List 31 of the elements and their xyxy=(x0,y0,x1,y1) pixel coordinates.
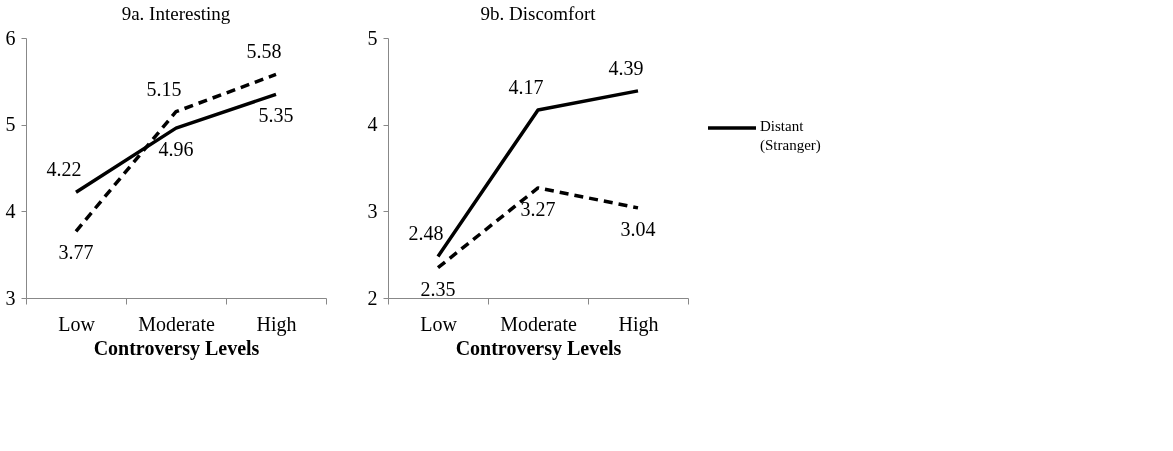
x-axis-title: Controversy Levels xyxy=(93,336,260,360)
x-tick-label: High xyxy=(256,312,297,336)
data-label: 5.58 xyxy=(246,40,282,63)
y-tick-label: 3 xyxy=(5,286,16,309)
y-tick-label: 4 xyxy=(367,113,378,136)
y-tick-label: 3 xyxy=(367,199,378,222)
data-label: 4.39 xyxy=(608,56,644,79)
data-label: 4.17 xyxy=(508,75,544,98)
y-tick-label: 2 xyxy=(367,286,378,309)
data-label: 2.48 xyxy=(408,222,444,245)
data-label: 5.15 xyxy=(146,77,182,100)
chart-title: 9a. Interesting xyxy=(121,3,231,24)
data-label: 4.22 xyxy=(46,158,82,181)
data-label: 2.35 xyxy=(420,277,456,300)
chart-title: 9b. Discomfort xyxy=(480,3,597,24)
data-label: 3.77 xyxy=(58,241,94,264)
data-label: 4.96 xyxy=(158,138,194,161)
data-label: 3.04 xyxy=(620,217,656,240)
y-tick-label: 4 xyxy=(5,199,16,222)
data-label: 3.27 xyxy=(520,197,556,220)
x-tick-label: High xyxy=(618,312,659,336)
x-axis-title: Controversy Levels xyxy=(455,336,622,360)
x-tick-label: Moderate xyxy=(500,312,577,335)
x-tick-label: Moderate xyxy=(138,312,215,335)
data-label: 5.35 xyxy=(258,104,294,127)
y-tick-label: 5 xyxy=(5,113,16,136)
y-tick-label: 6 xyxy=(5,26,16,49)
y-tick-label: 5 xyxy=(367,26,378,49)
legend-label: Distant (Stranger) xyxy=(760,118,821,154)
x-tick-label: Low xyxy=(420,312,458,335)
x-tick-label: Low xyxy=(58,312,96,335)
